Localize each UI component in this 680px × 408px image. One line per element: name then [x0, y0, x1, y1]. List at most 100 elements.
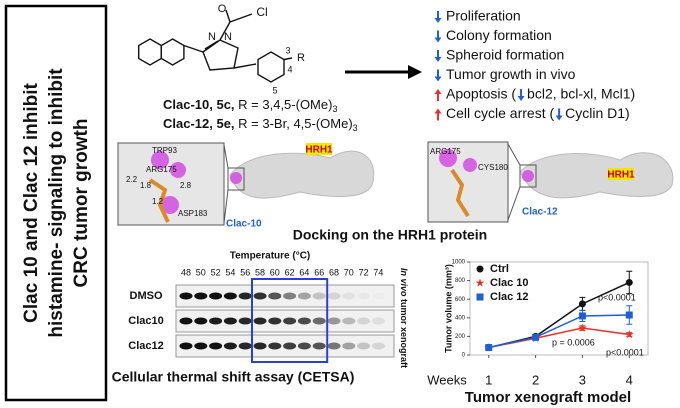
distance: 1.8 [140, 181, 152, 190]
band [312, 292, 326, 300]
side-label-part: In vivo [399, 268, 409, 297]
compound: Clac-12, 5e, R = 3-Br, 4,5-(OMe)3 [163, 116, 358, 133]
residue: ARG175 [430, 147, 461, 156]
effect: Colony formation [446, 27, 552, 43]
band [268, 292, 282, 300]
marker [625, 278, 633, 286]
temperature: 68 [329, 267, 339, 277]
compound-formula: R = 3-Br, 4,5-(OMe) [238, 116, 353, 131]
band [342, 342, 356, 350]
series-line [488, 314, 630, 349]
residue: TRP93 [152, 146, 177, 155]
side-label: In vivo tumor xenograft [399, 268, 409, 368]
title-box [4, 4, 108, 402]
band [223, 317, 237, 325]
plot-frame [469, 261, 649, 356]
band [371, 342, 385, 350]
atom-label: R [297, 52, 305, 64]
protein-label: HRH1 [305, 145, 333, 156]
effect: Apoptosis ( [446, 86, 516, 102]
structure [137, 9, 293, 83]
marker [578, 323, 587, 332]
band [357, 342, 371, 350]
temperature: 52 [211, 267, 221, 277]
effect: Cyclin D1) [565, 105, 630, 121]
band [268, 317, 282, 325]
band [253, 317, 267, 325]
cetsa: 48 50 52 54 56 58 60 62 64 66 68 70 72 74 DMSO Clac10 Cl… [128, 267, 395, 363]
distance: 1.2 [152, 197, 164, 206]
compound: Clac-10, 5c, R = 3,4,5-(OMe)3 [163, 97, 337, 114]
cetsa-caption: Cellular thermal shift assay (CETSA) [112, 369, 355, 385]
band [253, 292, 267, 300]
band [283, 292, 297, 300]
band [268, 342, 282, 350]
x-tick-label: 3 [579, 372, 586, 387]
temperature: 66 [314, 267, 324, 277]
atom-label: 4 [287, 64, 292, 74]
row-label: Clac12 [128, 340, 163, 352]
temperature: 62 [285, 267, 295, 277]
effect-arrow-head [555, 115, 563, 121]
band [327, 317, 341, 325]
docking-left [117, 142, 375, 226]
band [297, 317, 311, 325]
band [297, 342, 311, 350]
band [297, 292, 311, 300]
docking-right [427, 141, 674, 223]
legend-label: Clac 12 [490, 291, 529, 303]
compound-sub: 3 [353, 123, 358, 133]
row-label: DMSO [130, 290, 163, 302]
x-tick-label: 4 [626, 372, 633, 387]
band [371, 317, 385, 325]
x-axis-label: Weeks [427, 372, 467, 387]
y-axis-label: Tumor volume (mm³) [443, 264, 453, 353]
effect: bcl2, bcl-xl, Mcl1) [527, 86, 635, 102]
temperature: 50 [196, 267, 206, 277]
compound-sub: 3 [332, 104, 337, 114]
effect-arrow-head [517, 96, 525, 101]
band [238, 342, 252, 350]
residue: ASP183 [178, 209, 208, 218]
atom-label: 3 [285, 45, 290, 55]
temperature: 70 [344, 267, 354, 277]
compound-name: Clac-10, 5c, [163, 97, 235, 112]
marker [578, 312, 586, 320]
marker [475, 278, 485, 287]
band [209, 342, 223, 350]
temperature: 64 [299, 267, 309, 277]
temperature: 56 [240, 267, 250, 277]
highlight-box [251, 278, 329, 363]
protein-label: HRH1 [607, 170, 635, 181]
effect-arrow-head [434, 89, 442, 94]
effect-arrow-head [434, 76, 442, 82]
band [357, 292, 371, 300]
distance: 2.2 [126, 175, 138, 184]
atom-label: Cl [256, 5, 267, 19]
x-tick-label: 1 [485, 372, 492, 387]
temperature-label: Temperature (°C) [230, 251, 311, 262]
tumor-chart: 0 200 400 600 800 1000 1 2 3 4 Weeks Tumor xenograf… [427, 260, 649, 406]
residue: CYS180 [478, 163, 508, 172]
temperature: 48 [181, 267, 191, 277]
temperature: 58 [255, 267, 265, 277]
band [342, 317, 356, 325]
band [238, 292, 252, 300]
row-label: Clac10 [128, 315, 163, 327]
marker [625, 330, 634, 339]
effect-arrow-head [434, 57, 442, 62]
ligand-label: Clac-12 [522, 207, 558, 218]
docking-caption: Docking on the HRH1 protein [293, 227, 487, 243]
band [194, 317, 208, 325]
band [283, 317, 297, 325]
atom-label: N [224, 31, 232, 43]
band [283, 342, 297, 350]
effect: Cell cycle arrest ( [446, 105, 554, 121]
band [238, 317, 252, 325]
side-label-part: tumor xenograft [399, 299, 409, 368]
band [327, 342, 341, 350]
legend-label: Ctrl [490, 263, 509, 275]
annotation: p = 0.0006 [552, 337, 595, 347]
band [223, 342, 237, 350]
marker [578, 300, 586, 308]
